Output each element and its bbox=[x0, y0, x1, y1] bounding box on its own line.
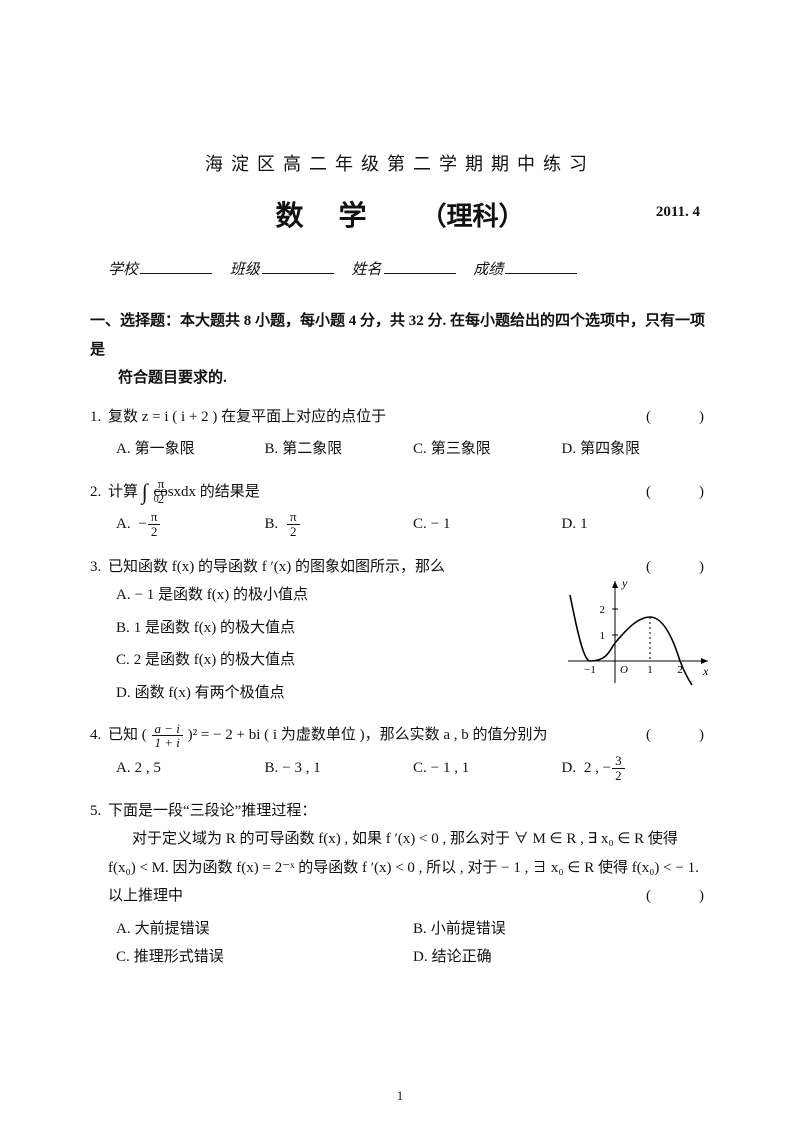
q4-opt-d[interactable]: D. 2 , −32 bbox=[562, 754, 711, 783]
q5-options: A.大前提错误 B.小前提错误 C.推理形式错误 D.结论正确 bbox=[116, 915, 710, 972]
svg-text:x: x bbox=[702, 664, 709, 678]
q5-opt-a[interactable]: A.大前提错误 bbox=[116, 915, 413, 944]
student-info: 学校 班级 姓名 成绩 bbox=[108, 258, 710, 279]
answer-paren[interactable]: ( ) bbox=[646, 721, 710, 750]
label-school: 学校 bbox=[108, 262, 138, 278]
q4-options: A.2 , 5 B.− 3 , 1 C.− 1 , 1 D. 2 , −32 bbox=[116, 754, 710, 783]
svg-text:2: 2 bbox=[600, 604, 606, 616]
q1-options: A.第一象限 B.第二象限 C.第三象限 D.第四象限 bbox=[116, 435, 710, 464]
q5-line1: 对于定义域为 R 的可导函数 f(x) , 如果 f ′(x) < 0 , 那么… bbox=[132, 825, 710, 854]
q1-opt-b[interactable]: B.第二象限 bbox=[265, 435, 414, 464]
exam-date: 2011. 4 bbox=[656, 204, 700, 221]
q2-options: A. −π2 B. π2 C.− 1 D.1 bbox=[116, 510, 710, 539]
q5-line3: 以上推理中 ( ) bbox=[108, 882, 710, 911]
q3-opt-a[interactable]: A.− 1 是函数 f(x) 的极小值点 bbox=[116, 581, 550, 610]
q1-opt-c[interactable]: C.第三象限 bbox=[413, 435, 562, 464]
section-heading: 一、选择题：本大题共 8 小题，每小题 4 分，共 32 分. 在每小题给出的四… bbox=[90, 307, 710, 393]
q2-opt-a[interactable]: A. −π2 bbox=[116, 510, 265, 539]
question-5: 5. 下面是一段“三段论”推理过程： 对于定义域为 R 的可导函数 f(x) ,… bbox=[90, 797, 710, 972]
subject: 数 学 bbox=[275, 194, 380, 234]
label-score: 成绩 bbox=[473, 262, 503, 278]
q2-opt-c[interactable]: C.− 1 bbox=[413, 510, 562, 539]
svg-text:1: 1 bbox=[647, 664, 653, 676]
q2-number: 2. bbox=[90, 478, 108, 507]
q2-stem: 计算 ∫ π2 0 cosxdx 的结果是 bbox=[108, 478, 710, 507]
q3-opt-d[interactable]: D.函数 f(x) 有两个极值点 bbox=[116, 679, 550, 708]
blank-school[interactable] bbox=[140, 259, 212, 274]
question-3: 3. 已知函数 f(x) 的导函数 f ′(x) 的图象如图所示，那么 ( ) … bbox=[90, 553, 710, 712]
q1-opt-d[interactable]: D.第四象限 bbox=[562, 435, 711, 464]
q5-number: 5. bbox=[90, 797, 108, 826]
answer-paren[interactable]: ( ) bbox=[646, 553, 710, 582]
q3-opt-b[interactable]: B.1 是函数 f(x) 的极大值点 bbox=[116, 614, 550, 643]
q3-opt-c[interactable]: C.2 是函数 f(x) 的极大值点 bbox=[116, 646, 550, 675]
question-4: 4. 已知 ( a − i1 + i )² = − 2 + bi ( i 为虚数… bbox=[90, 721, 710, 782]
question-1: 1. 复数 z = i ( i + 2 ) 在复平面上对应的点位于 ( ) A.… bbox=[90, 403, 710, 464]
answer-paren[interactable]: ( ) bbox=[646, 478, 710, 507]
q4-number: 4. bbox=[90, 721, 108, 750]
svg-text:y: y bbox=[621, 576, 628, 590]
q3-options: A.− 1 是函数 f(x) 的极小值点 B.1 是函数 f(x) 的极大值点 … bbox=[90, 581, 550, 711]
q4-opt-c[interactable]: C.− 1 , 1 bbox=[413, 754, 562, 783]
answer-paren[interactable]: ( ) bbox=[646, 403, 710, 432]
derivative-graph: 1 2 −1 O 1 2 x y bbox=[560, 575, 710, 690]
svg-text:−1: −1 bbox=[584, 664, 596, 676]
q4-opt-a[interactable]: A.2 , 5 bbox=[116, 754, 265, 783]
exam-page: 海淀区高二年级第二学期期中练习 数 学 （理科） 2011. 4 学校 班级 姓… bbox=[0, 0, 800, 1132]
exam-header: 海淀区高二年级第二学期期中练习 bbox=[90, 150, 710, 176]
q5-opt-c[interactable]: C.推理形式错误 bbox=[116, 943, 413, 972]
blank-score[interactable] bbox=[505, 259, 577, 274]
q3-number: 3. bbox=[90, 553, 108, 582]
q1-opt-a[interactable]: A.第一象限 bbox=[116, 435, 265, 464]
subject-track: （理科） bbox=[421, 196, 525, 233]
blank-name[interactable] bbox=[384, 259, 456, 274]
page-number: 1 bbox=[0, 1088, 800, 1104]
q4-opt-b[interactable]: B.− 3 , 1 bbox=[265, 754, 414, 783]
q2-opt-d[interactable]: D.1 bbox=[562, 510, 711, 539]
integral-icon: ∫ π2 0 bbox=[142, 481, 148, 503]
q5-stem: 下面是一段“三段论”推理过程： bbox=[108, 797, 710, 826]
q2-opt-b[interactable]: B. π2 bbox=[265, 510, 414, 539]
blank-class[interactable] bbox=[262, 259, 334, 274]
svg-text:1: 1 bbox=[600, 630, 606, 642]
question-2: 2. 计算 ∫ π2 0 cosxdx 的结果是 ( ) A. −π2 B. π… bbox=[90, 478, 710, 539]
q1-number: 1. bbox=[90, 403, 108, 432]
label-name: 姓名 bbox=[352, 262, 382, 278]
q5-opt-b[interactable]: B.小前提错误 bbox=[413, 915, 710, 944]
svg-text:O: O bbox=[620, 664, 628, 676]
title-row: 数 学 （理科） 2011. 4 bbox=[90, 194, 710, 234]
q1-stem: 复数 z = i ( i + 2 ) 在复平面上对应的点位于 bbox=[108, 403, 710, 432]
q5-line2: f(x₀) < M. 因为函数 f(x) = 2⁻ˣ 的导函数 f ′(x) <… bbox=[108, 854, 710, 883]
label-class: 班级 bbox=[230, 262, 260, 278]
q4-stem: 已知 ( a − i1 + i )² = − 2 + bi ( i 为虚数单位 … bbox=[108, 721, 710, 750]
q5-opt-d[interactable]: D.结论正确 bbox=[413, 943, 710, 972]
answer-paren[interactable]: ( ) bbox=[646, 882, 710, 911]
